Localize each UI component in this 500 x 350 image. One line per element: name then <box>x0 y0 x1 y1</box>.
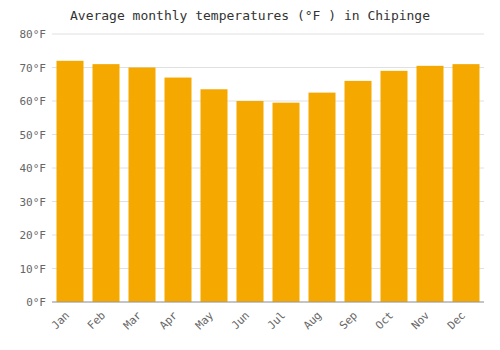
x-tick-label: May <box>193 309 217 333</box>
y-tick-label: 60°F <box>20 95 47 108</box>
bar <box>381 71 408 302</box>
chart-svg: Average monthly temperatures (°F ) in Ch… <box>0 0 500 350</box>
y-axis: 0°F 10°F 20°F 30°F 40°F 50°F 60°F 70°F 80°F <box>20 28 485 309</box>
chart-container: Average monthly temperatures (°F ) in Ch… <box>0 0 500 350</box>
grid-line <box>52 34 484 35</box>
bar <box>93 64 120 302</box>
bar <box>57 61 84 302</box>
y-tick-label: 50°F <box>20 129 47 142</box>
y-tick-label: 70°F <box>20 62 47 75</box>
y-tick-label: 20°F <box>20 229 47 242</box>
x-tick-label: Sep <box>337 309 360 332</box>
x-tick-label: Feb <box>85 309 108 332</box>
y-tick-label: 80°F <box>20 28 47 41</box>
x-tick-label: Jan <box>49 309 72 332</box>
title: Average monthly temperatures (°F ) in Ch… <box>70 8 430 23</box>
bar <box>165 78 192 302</box>
bar <box>345 81 372 302</box>
y-tick-label: 30°F <box>20 196 47 209</box>
bar <box>237 101 264 302</box>
bar <box>201 89 228 302</box>
bar <box>309 93 336 302</box>
grid-line <box>52 302 484 303</box>
x-tick-label: Mar <box>121 309 145 333</box>
bars <box>57 61 480 302</box>
x-tick-label: Jun <box>229 309 252 332</box>
x-tick-label: Apr <box>157 309 181 333</box>
x-tick-label: Oct <box>373 309 396 332</box>
bar <box>417 66 444 302</box>
x-tick-label: Jul <box>265 309 288 332</box>
bar <box>273 103 300 302</box>
x-tick-label: Dec <box>445 309 468 332</box>
x-tick-label: Nov <box>409 309 433 333</box>
x-axis-line <box>52 302 484 303</box>
bar <box>453 64 480 302</box>
y-tick-label: 40°F <box>20 162 47 175</box>
y-tick-label: 0°F <box>26 296 46 309</box>
y-tick-label: 10°F <box>20 263 47 276</box>
x-axis: Jan Feb Mar Apr May Jun Jul Aug Sep Oct Nov Dec <box>49 309 468 333</box>
x-tick-label: Aug <box>301 309 324 332</box>
bar <box>129 68 156 303</box>
